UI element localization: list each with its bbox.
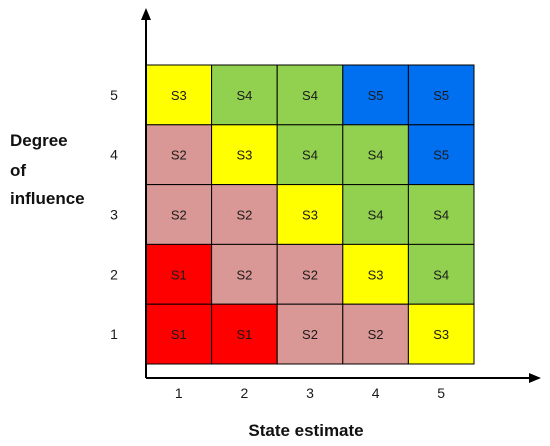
y-tick-label: 5	[110, 87, 118, 103]
cell-label: S2	[236, 267, 252, 282]
heatmap-cell	[276, 64, 344, 126]
cell-label: S2	[236, 208, 252, 223]
cell-label: S5	[433, 148, 449, 163]
cell-label: S4	[368, 208, 384, 223]
cell-label: S3	[171, 88, 187, 103]
x-tick-label: 4	[372, 385, 380, 401]
heatmap-cell	[276, 243, 344, 305]
x-tick-label: 5	[437, 385, 445, 401]
cell-label: S2	[302, 327, 318, 342]
cell-label: S4	[236, 88, 252, 103]
cell-label: S3	[236, 148, 252, 163]
cell-label: S1	[171, 267, 187, 282]
cell-label: S1	[236, 327, 252, 342]
heatmap-cell	[342, 64, 409, 126]
cell-label: S2	[302, 267, 318, 282]
x-tick-label: 1	[175, 385, 183, 401]
heatmap-cell	[276, 303, 344, 365]
heatmap-cell	[211, 243, 278, 305]
y-axis-title-line-1: Degree	[10, 131, 68, 150]
axes	[141, 8, 541, 383]
y-axis-title-line-2: of	[10, 161, 26, 180]
cell-label: S3	[433, 327, 449, 342]
heatmap-cell	[407, 303, 475, 365]
x-axis-arrowhead	[529, 373, 541, 383]
heatmap-cell	[145, 303, 213, 365]
x-tick-label: 2	[241, 385, 249, 401]
cell-label: S2	[171, 148, 187, 163]
cell-label: S2	[368, 327, 384, 342]
y-axis-arrowhead	[141, 8, 151, 20]
heatmap-cell	[407, 243, 475, 305]
y-tick-label: 4	[110, 147, 118, 163]
heatmap-cell	[342, 243, 409, 305]
y-tick-label: 1	[110, 326, 118, 342]
y-tick-labels: 5 4 3 2 1	[110, 87, 118, 342]
heatmap-cell	[211, 303, 278, 365]
heatmap-cell	[276, 124, 344, 186]
y-tick-label: 3	[110, 207, 118, 223]
cell-label: S4	[433, 267, 449, 282]
cell-label: S5	[433, 88, 449, 103]
cell-label: S3	[302, 208, 318, 223]
x-axis-title: State estimate	[248, 421, 363, 440]
heatmap-cell	[342, 184, 409, 245]
heatmap-cell	[407, 124, 475, 186]
heatmap-cell	[211, 64, 278, 126]
cell-label: S5	[368, 88, 384, 103]
heatmap-cells: S3 S4 S4 S5 S5 S2 S3 S4 S4 S5 S2 S2 S3 S4 S4 S1 S2 S2 S3 S4…	[145, 64, 475, 365]
cell-label: S1	[171, 327, 187, 342]
cell-label: S4	[433, 208, 449, 223]
cell-label: S4	[368, 148, 384, 163]
x-tick-label: 3	[306, 385, 314, 401]
heatmap-cell	[211, 184, 278, 245]
cell-label: S3	[368, 267, 384, 282]
x-tick-labels: 1 2 3 4 5	[175, 385, 445, 401]
y-axis-title-line-3: influence	[10, 189, 85, 208]
cell-label: S2	[171, 208, 187, 223]
y-tick-label: 2	[110, 266, 118, 282]
cell-label: S4	[302, 148, 318, 163]
cell-label: S4	[302, 88, 318, 103]
heatmap-cell	[145, 64, 213, 126]
